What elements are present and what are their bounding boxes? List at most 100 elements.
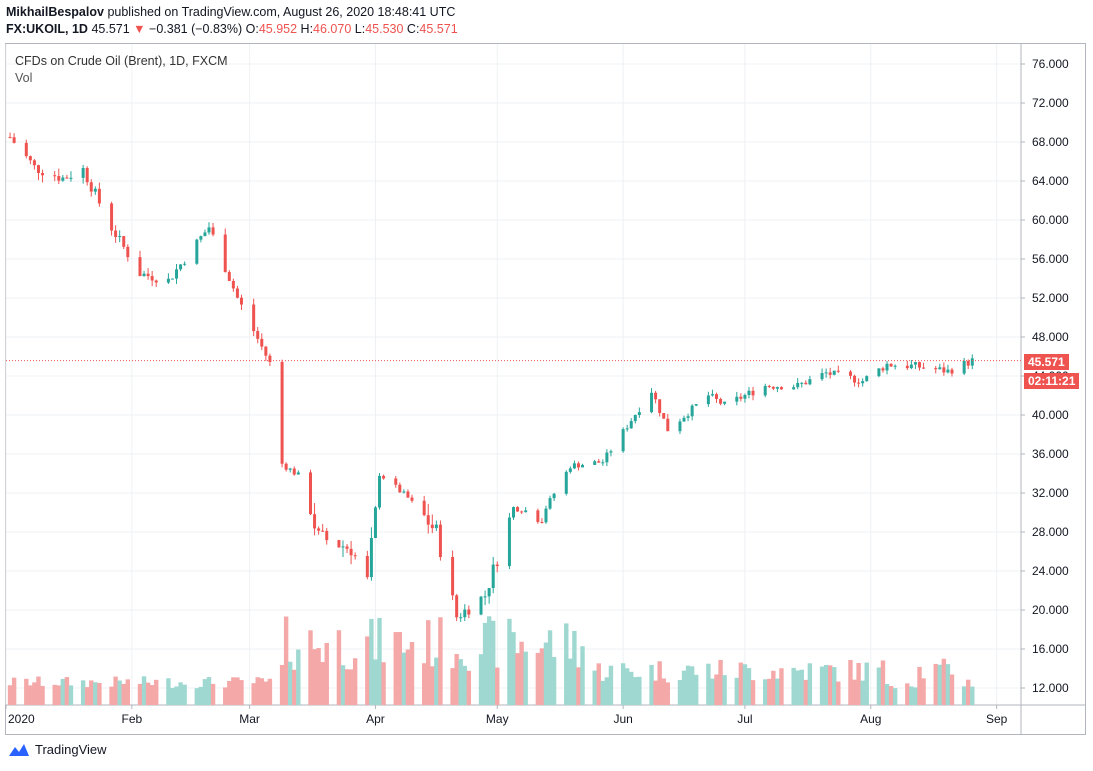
candle-body — [706, 395, 710, 405]
volume-bar — [491, 620, 496, 705]
volume-bar — [369, 618, 374, 705]
volume-bar — [421, 663, 427, 705]
volume-bar — [523, 651, 528, 705]
volume-bar — [791, 667, 796, 705]
candle-body — [260, 338, 264, 347]
volume-bar — [381, 662, 386, 705]
close-value: 45.571 — [419, 22, 458, 36]
volume-bar — [572, 630, 577, 705]
volume-bar — [884, 683, 890, 705]
volume-bar — [348, 669, 354, 705]
candle-body — [609, 451, 613, 453]
x-tick-label: Sep — [986, 712, 1008, 726]
candle-body — [252, 304, 256, 332]
candle-body — [8, 137, 12, 139]
candle-body — [41, 173, 45, 176]
candle-body — [268, 355, 272, 362]
candle-body — [12, 137, 16, 143]
volume-bar — [649, 664, 654, 705]
candle-body — [792, 387, 796, 390]
candle-body — [621, 429, 625, 452]
y-tick-label: 32.000 — [1032, 486, 1069, 500]
volume-bar — [685, 665, 691, 705]
candle-body — [723, 401, 727, 404]
candle-body — [934, 368, 938, 370]
candle-body — [804, 382, 808, 385]
candle-body — [463, 609, 467, 618]
volume-bar — [466, 670, 472, 705]
volume-bar — [288, 661, 293, 705]
volume-bar — [608, 665, 614, 705]
candle-body — [467, 609, 471, 615]
candle-body — [81, 167, 85, 178]
volume-bar — [32, 682, 37, 705]
candle-body — [507, 517, 511, 567]
candle-body — [775, 387, 779, 389]
volume-bar — [194, 688, 200, 705]
volume-bar — [206, 677, 212, 705]
volume-bar — [296, 649, 301, 705]
candle-body — [223, 234, 227, 273]
candle-body — [138, 257, 142, 277]
volume-bar — [665, 682, 670, 705]
volume-bar — [312, 649, 317, 705]
candle-body — [365, 555, 369, 578]
volume-bar — [803, 679, 809, 705]
volume-bar — [149, 685, 155, 705]
candle-body — [763, 386, 767, 396]
last-price: 45.571 — [91, 22, 130, 36]
candle-body — [321, 530, 325, 532]
publish-header: MikhailBespalov published on TradingView… — [6, 4, 455, 21]
close-label: C: — [406, 22, 420, 36]
candle-body — [353, 555, 357, 557]
candle-body — [325, 530, 329, 541]
candle-body — [751, 390, 755, 396]
candle-body — [406, 491, 410, 498]
volume-bar — [145, 682, 151, 705]
candle-body — [24, 142, 28, 157]
candle-body — [690, 405, 694, 417]
candle-body — [459, 617, 463, 619]
volume-bar — [283, 616, 289, 705]
volume-bar — [795, 670, 800, 705]
volume-bar — [210, 683, 216, 705]
volume-bar — [478, 654, 484, 705]
candle-body — [682, 417, 686, 422]
author-name[interactable]: MikhailBespalov — [6, 5, 104, 19]
y-tick-label: 48.000 — [1032, 330, 1069, 344]
volume-bar — [316, 648, 321, 705]
volume-bar — [28, 685, 33, 705]
volume-bar — [40, 685, 45, 705]
candle-body — [487, 588, 491, 597]
volume-bar — [438, 617, 443, 705]
candle-body — [568, 468, 572, 472]
candle-body — [317, 528, 321, 531]
volume-bar — [113, 676, 118, 705]
tradingview-logo[interactable]: TradingView — [8, 742, 107, 757]
candle-body — [495, 564, 499, 567]
candle-body — [296, 472, 300, 475]
candle-body — [678, 421, 682, 432]
volume-bar — [807, 663, 813, 705]
volume-bar — [653, 680, 658, 705]
volume-bar — [937, 664, 942, 705]
candle-body — [629, 421, 633, 429]
candle-body — [552, 493, 556, 499]
candle-body — [942, 367, 946, 373]
volume-bar — [933, 663, 938, 705]
candle-body — [256, 331, 260, 339]
volume-bar — [961, 686, 967, 705]
candle-body — [382, 475, 386, 479]
volume-bar — [170, 687, 175, 705]
countdown-tag: 02:11:21 — [1024, 373, 1080, 389]
high-value: 46.070 — [313, 22, 352, 36]
candle-body — [666, 418, 670, 432]
volume-bar — [970, 686, 975, 705]
volume-bar — [52, 684, 57, 705]
candle-body — [593, 461, 597, 465]
volume-bar — [324, 642, 329, 705]
candle-body — [235, 288, 239, 298]
candle-body — [893, 365, 897, 367]
volume-bar — [819, 666, 825, 705]
